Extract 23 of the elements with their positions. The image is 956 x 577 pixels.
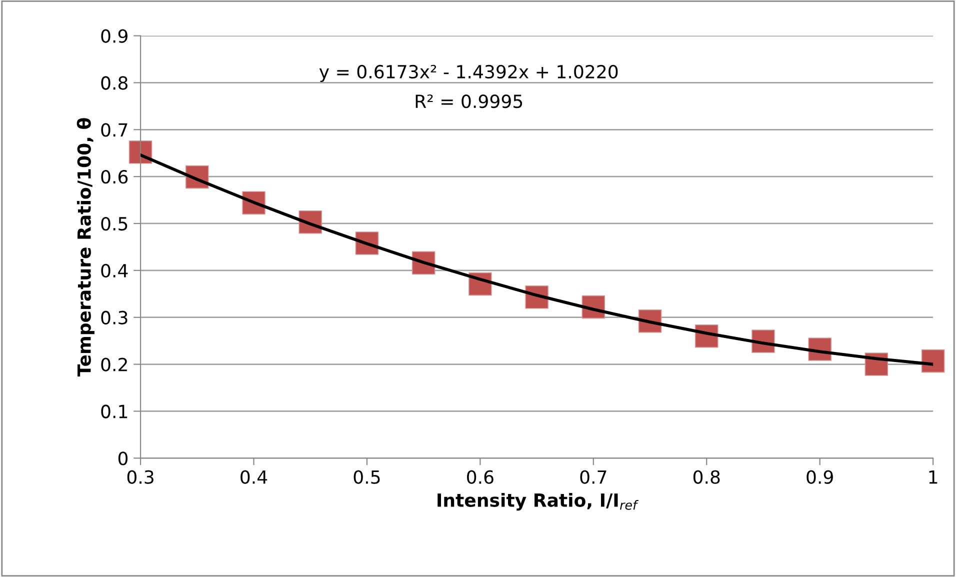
y-tick-label: 0.1 — [101, 404, 128, 418]
x-tick-label: 0.7 — [580, 470, 606, 484]
y-tick-label: 0.3 — [101, 310, 128, 324]
x-tick-label: 0.4 — [240, 470, 268, 484]
x-tick-label: 0.3 — [127, 470, 154, 484]
x-tick-label: 0.5 — [354, 470, 380, 484]
x-tick-label: 0.9 — [806, 470, 833, 484]
x-tick-label: 0.8 — [693, 470, 720, 484]
y-tick-label: 0.4 — [101, 264, 128, 278]
x-tick-label: 1 — [929, 470, 938, 484]
annotation: y = 0.6173x² - 1.4392x + 1.0220 — [319, 64, 618, 82]
y-tick-label: 0.2 — [101, 358, 127, 372]
point — [921, 349, 945, 373]
y-tick-label: 0.8 — [101, 76, 128, 90]
y-tick-label: 0.5 — [101, 216, 128, 231]
y-tick-label: 0 — [118, 452, 128, 466]
x-tick-label: 0.6 — [467, 470, 494, 484]
y-tick-label: 0.9 — [101, 29, 128, 43]
y-tick-label: 0.7 — [101, 123, 128, 137]
y-axis-title: Temperature Ratio/100, θ — [76, 118, 94, 377]
y-tick-label: 0.6 — [101, 170, 128, 184]
x-axis-title: Intensity Ratio, I/I$_{ref}$ — [438, 492, 639, 511]
annotation: R² = 0.9995 — [416, 94, 522, 108]
